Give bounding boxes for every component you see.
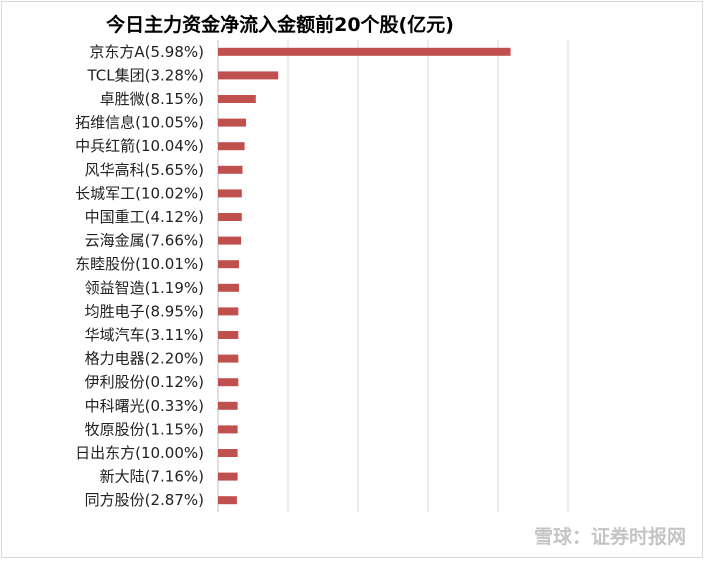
category-label: 东睦股份(10.01%)	[75, 255, 204, 273]
category-label: 日出东方(10.00%)	[75, 444, 204, 462]
category-label: 领益智造(1.19%)	[85, 279, 204, 297]
bar	[218, 378, 239, 387]
category-label: 中兵红箭(10.04%)	[75, 137, 204, 155]
bar	[218, 472, 238, 481]
bar	[218, 236, 242, 245]
category-label: 牧原股份(1.15%)	[85, 420, 204, 438]
bar	[218, 260, 239, 269]
bar	[218, 449, 238, 457]
bars	[218, 47, 511, 505]
bar	[218, 283, 239, 292]
bar	[218, 118, 246, 127]
category-label: 拓维信息(10.05%)	[75, 114, 204, 132]
bar	[218, 496, 237, 505]
category-label: 华域汽车(3.11%)	[85, 326, 204, 344]
category-label: 中科曙光(0.33%)	[85, 397, 204, 415]
bar	[218, 401, 238, 410]
category-label: 风华高科(5.65%)	[85, 161, 204, 179]
bar	[218, 165, 243, 174]
category-label: 中国重工(4.12%)	[85, 208, 204, 226]
bar	[218, 47, 511, 56]
category-label: TCL集团(3.28%)	[87, 66, 204, 84]
grid-lines	[217, 40, 569, 512]
bar	[218, 71, 279, 80]
category-label: 均胜电子(8.95%)	[85, 302, 204, 320]
category-label: 卓胜微(8.15%)	[100, 90, 204, 108]
category-labels: 京东方A(5.98%) TCL集团(3.28%) 卓胜微(8.15%) 拓维信息(10…	[75, 43, 204, 509]
watermark: 雪球：证券时报网	[533, 526, 686, 548]
bar	[218, 213, 242, 221]
bar	[218, 331, 239, 339]
category-label: 长城军工(10.02%)	[75, 184, 204, 202]
chart-title: 今日主力资金净流入金额前20个股(亿元)	[106, 14, 454, 36]
bar	[218, 354, 239, 363]
category-label: 格力电器(2.20%)	[85, 350, 204, 368]
category-label: 同方股份(2.87%)	[85, 491, 204, 509]
category-label: 伊利股份(0.12%)	[85, 373, 204, 391]
bar	[218, 95, 256, 103]
category-label: 新大陆(7.16%)	[100, 468, 204, 486]
category-label: 云海金属(7.66%)	[85, 232, 204, 250]
bar	[218, 142, 245, 151]
bar	[218, 425, 238, 434]
category-label: 京东方A(5.98%)	[89, 43, 204, 61]
bar	[218, 307, 239, 316]
bar	[218, 189, 242, 198]
